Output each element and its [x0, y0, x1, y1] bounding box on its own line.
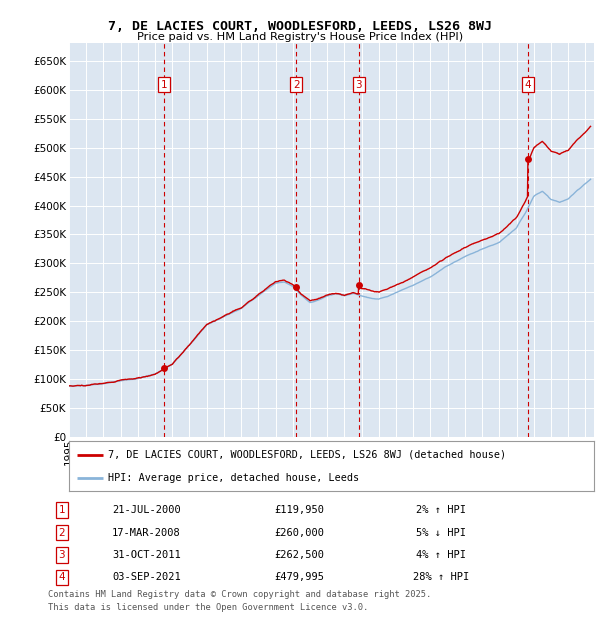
Text: 17-MAR-2008: 17-MAR-2008 — [112, 528, 181, 538]
Text: 1: 1 — [161, 80, 167, 90]
Text: 3: 3 — [355, 80, 362, 90]
Text: 31-OCT-2011: 31-OCT-2011 — [112, 550, 181, 560]
Text: 4: 4 — [58, 572, 65, 582]
Text: £479,995: £479,995 — [274, 572, 324, 582]
Text: 4% ↑ HPI: 4% ↑ HPI — [416, 550, 466, 560]
Text: £262,500: £262,500 — [274, 550, 324, 560]
Text: Price paid vs. HM Land Registry's House Price Index (HPI): Price paid vs. HM Land Registry's House … — [137, 32, 463, 42]
Text: £260,000: £260,000 — [274, 528, 324, 538]
Text: 3: 3 — [58, 550, 65, 560]
Text: 2% ↑ HPI: 2% ↑ HPI — [416, 505, 466, 515]
Text: £119,950: £119,950 — [274, 505, 324, 515]
Text: 28% ↑ HPI: 28% ↑ HPI — [413, 572, 469, 582]
Text: 2: 2 — [58, 528, 65, 538]
Text: This data is licensed under the Open Government Licence v3.0.: This data is licensed under the Open Gov… — [48, 603, 368, 612]
Text: 7, DE LACIES COURT, WOODLESFORD, LEEDS, LS26 8WJ: 7, DE LACIES COURT, WOODLESFORD, LEEDS, … — [108, 20, 492, 33]
Text: 1: 1 — [58, 505, 65, 515]
Text: Contains HM Land Registry data © Crown copyright and database right 2025.: Contains HM Land Registry data © Crown c… — [48, 590, 431, 600]
Text: 4: 4 — [525, 80, 532, 90]
Text: HPI: Average price, detached house, Leeds: HPI: Average price, detached house, Leed… — [109, 472, 359, 482]
Text: 7, DE LACIES COURT, WOODLESFORD, LEEDS, LS26 8WJ (detached house): 7, DE LACIES COURT, WOODLESFORD, LEEDS, … — [109, 450, 506, 460]
Text: 03-SEP-2021: 03-SEP-2021 — [112, 572, 181, 582]
Text: 2: 2 — [293, 80, 299, 90]
Text: 5% ↓ HPI: 5% ↓ HPI — [416, 528, 466, 538]
Text: 21-JUL-2000: 21-JUL-2000 — [112, 505, 181, 515]
